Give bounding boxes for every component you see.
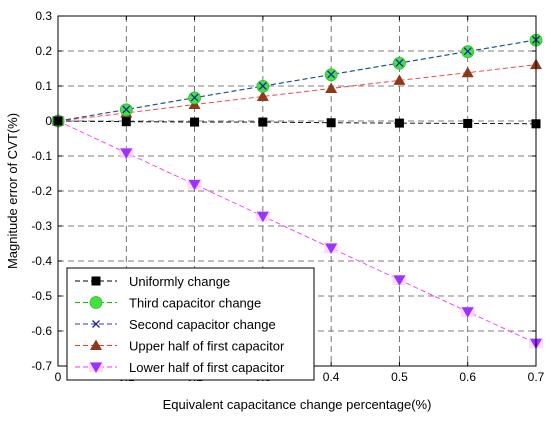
y-tick-label: -0.2 <box>31 184 52 198</box>
x-tick-label: 0.6 <box>459 370 476 384</box>
y-tick-label: 0.2 <box>35 44 52 58</box>
data-point-x <box>327 70 336 79</box>
x-tick-label: 0.7 <box>528 370 545 384</box>
legend-marker-square <box>91 276 101 286</box>
y-tick-label: -0.7 <box>31 359 52 373</box>
x-marker-stroke <box>92 320 100 328</box>
legend-marker-circle <box>89 296 103 309</box>
data-point-triangle-up <box>256 90 269 101</box>
y-axis-label: Magnitude error of CVT(%) <box>5 113 20 269</box>
legend-label: Second capacitor change <box>129 317 276 332</box>
x-marker-stroke <box>258 82 267 90</box>
y-tick-label: 0 <box>45 114 52 128</box>
y-tick-label: -0.3 <box>31 219 52 233</box>
data-point-triangle-down <box>256 211 269 223</box>
x-axis-label: Equivalent capacitance change percentage… <box>163 397 432 412</box>
data-point-triangle-up <box>393 74 406 85</box>
data-point-triangle-up <box>461 66 474 78</box>
x-tick-label: 0.4 <box>323 370 340 384</box>
legend-marker-triangle-up <box>90 339 102 350</box>
y-tick-label: -0.5 <box>31 289 52 303</box>
data-point-triangle-down <box>461 307 474 318</box>
y-tick-label: -0.1 <box>31 149 52 163</box>
x-tick-label: 0.5 <box>391 370 408 384</box>
legend-marker-x <box>92 320 100 328</box>
data-point-triangle-down <box>120 148 133 159</box>
y-axis-ticks: 0.3 0.2 0.1 0 -0.1 -0.2 -0.3 -0.4 -0.5 -0.6 -0.7 <box>31 9 536 373</box>
data-point-triangle-down <box>393 275 406 286</box>
data-point-square <box>121 117 131 127</box>
series-line-2 <box>57 39 537 122</box>
data-point-triangle-down <box>188 179 201 191</box>
y-tick-label: -0.4 <box>31 254 52 268</box>
y-tick-label: -0.6 <box>31 324 52 338</box>
data-point-x <box>463 47 472 56</box>
series-lines <box>57 39 537 344</box>
legend-label: Lower half of first capacitor <box>129 360 285 375</box>
data-point-square <box>394 118 404 128</box>
data-point-square <box>463 118 473 128</box>
data-point-x <box>395 58 404 67</box>
data-point-square <box>190 117 200 127</box>
data-point-square <box>258 117 268 127</box>
data-point-x <box>190 93 199 102</box>
legend-label: Uniformly change <box>129 274 230 289</box>
x-marker-stroke <box>122 105 131 114</box>
y-tick-label: 0.3 <box>35 9 52 23</box>
data-point-triangle-down <box>325 243 338 255</box>
legend-marker-triangle-down <box>90 362 102 373</box>
legend: Uniformly change Third capacitor change Se… <box>66 267 315 381</box>
data-point-square <box>326 118 336 128</box>
data-point-triangle-up <box>325 82 338 93</box>
series-line-3 <box>57 64 537 122</box>
y-tick-label: 0.1 <box>35 79 52 93</box>
x-marker-stroke <box>190 93 199 102</box>
legend-label: Upper half of first capacitor <box>129 339 285 354</box>
data-point-x <box>122 105 131 114</box>
legend-label: Third capacitor change <box>129 296 261 311</box>
x-marker-stroke <box>395 58 404 67</box>
x-marker-stroke <box>463 47 472 56</box>
x-marker-stroke <box>327 70 336 79</box>
data-point-x <box>258 82 267 90</box>
x-tick-label: 0 <box>55 370 62 384</box>
